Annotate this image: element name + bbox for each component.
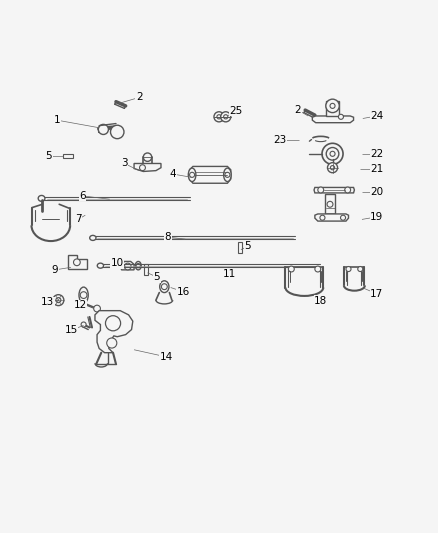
Text: 3: 3 — [121, 158, 128, 168]
Circle shape — [340, 215, 346, 220]
Circle shape — [326, 148, 339, 160]
Polygon shape — [67, 255, 87, 269]
Ellipse shape — [135, 262, 141, 270]
Text: 6: 6 — [79, 191, 86, 201]
Text: 5: 5 — [46, 151, 52, 161]
Circle shape — [106, 316, 120, 331]
Polygon shape — [121, 262, 134, 270]
Circle shape — [221, 112, 231, 122]
Text: 19: 19 — [370, 212, 383, 222]
Polygon shape — [134, 164, 161, 172]
Text: 1: 1 — [54, 115, 60, 125]
Circle shape — [143, 153, 152, 161]
Bar — [325, 194, 336, 217]
Text: 9: 9 — [52, 265, 58, 275]
Ellipse shape — [160, 281, 169, 293]
Ellipse shape — [97, 263, 103, 268]
Circle shape — [161, 284, 167, 289]
Ellipse shape — [38, 196, 45, 201]
Text: 7: 7 — [75, 214, 81, 224]
Circle shape — [101, 127, 106, 132]
Circle shape — [80, 292, 87, 298]
Text: 18: 18 — [314, 296, 327, 306]
Circle shape — [320, 215, 325, 220]
Circle shape — [136, 263, 140, 268]
Text: 17: 17 — [370, 289, 383, 299]
Circle shape — [113, 128, 121, 136]
Circle shape — [190, 172, 194, 177]
Text: 23: 23 — [273, 135, 286, 146]
Text: 2: 2 — [295, 105, 301, 115]
Circle shape — [81, 322, 86, 327]
Text: 11: 11 — [223, 269, 236, 279]
Polygon shape — [314, 188, 354, 193]
Circle shape — [288, 266, 294, 272]
Text: 5: 5 — [244, 241, 251, 252]
Bar — [326, 101, 339, 116]
Circle shape — [124, 263, 131, 270]
Bar — [144, 264, 148, 275]
Text: 14: 14 — [160, 352, 173, 362]
Circle shape — [327, 201, 333, 207]
Circle shape — [322, 143, 343, 164]
Circle shape — [110, 125, 124, 139]
Ellipse shape — [188, 168, 196, 182]
Text: 20: 20 — [370, 187, 383, 197]
Text: 15: 15 — [64, 326, 78, 335]
Circle shape — [214, 112, 224, 122]
Text: 21: 21 — [370, 164, 383, 174]
Circle shape — [56, 297, 61, 303]
Circle shape — [330, 166, 335, 170]
Circle shape — [94, 305, 100, 312]
Ellipse shape — [90, 236, 96, 240]
Circle shape — [107, 338, 117, 348]
Text: 5: 5 — [153, 272, 160, 282]
Circle shape — [74, 259, 80, 265]
Text: 4: 4 — [170, 169, 176, 179]
Circle shape — [339, 114, 343, 119]
Circle shape — [326, 99, 339, 112]
Polygon shape — [95, 311, 133, 353]
Circle shape — [345, 187, 350, 193]
Circle shape — [140, 165, 145, 171]
Circle shape — [224, 115, 228, 119]
Circle shape — [315, 266, 321, 272]
Circle shape — [346, 266, 351, 271]
Text: 10: 10 — [111, 258, 124, 268]
Ellipse shape — [224, 168, 231, 182]
Circle shape — [330, 103, 335, 108]
Polygon shape — [315, 214, 349, 221]
Bar — [238, 242, 242, 253]
Circle shape — [330, 151, 335, 156]
Circle shape — [328, 163, 338, 173]
Text: 12: 12 — [74, 300, 87, 310]
Circle shape — [98, 124, 109, 134]
Ellipse shape — [79, 287, 88, 303]
Text: 8: 8 — [164, 232, 171, 242]
Bar — [63, 154, 73, 158]
Text: 13: 13 — [41, 297, 54, 307]
Circle shape — [318, 187, 324, 193]
Circle shape — [225, 172, 230, 177]
Text: 25: 25 — [229, 106, 243, 116]
Circle shape — [217, 115, 221, 119]
Polygon shape — [312, 116, 353, 123]
Polygon shape — [190, 166, 231, 183]
Text: 2: 2 — [136, 92, 142, 102]
Text: 22: 22 — [370, 149, 383, 159]
Circle shape — [358, 266, 363, 271]
Text: 24: 24 — [370, 111, 383, 121]
Text: 16: 16 — [177, 287, 190, 297]
Circle shape — [53, 295, 64, 305]
